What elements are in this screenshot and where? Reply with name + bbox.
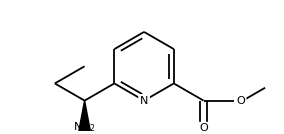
Text: O: O bbox=[237, 96, 245, 106]
Text: NH$_2$: NH$_2$ bbox=[73, 120, 96, 134]
Polygon shape bbox=[79, 101, 90, 131]
Text: N: N bbox=[140, 96, 148, 106]
Text: O: O bbox=[199, 123, 208, 133]
